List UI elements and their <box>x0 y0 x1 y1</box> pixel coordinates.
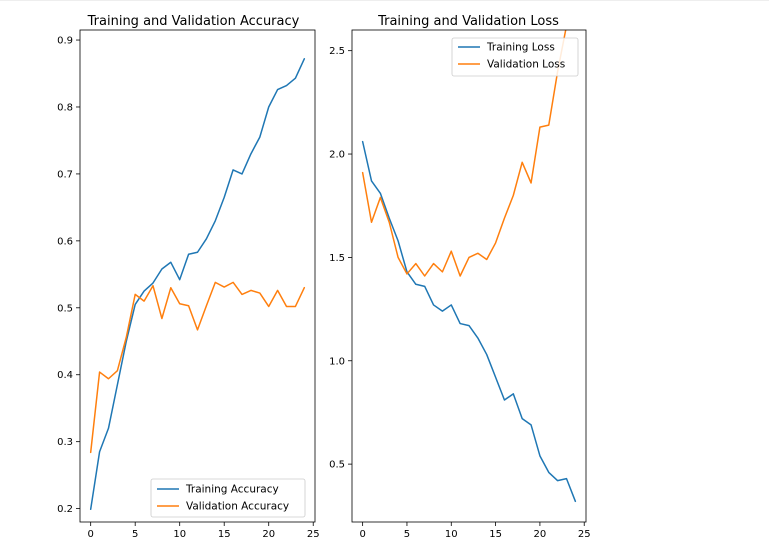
loss-axes: 0 5 10 15 20 25 0.5 1.0 1.5 2.0 2.5 <box>329 46 591 540</box>
loss-y-tick-label: 0.5 <box>329 460 345 471</box>
accuracy-plot-frame <box>79 29 316 523</box>
loss-x-tick-label: 10 <box>445 529 458 540</box>
accuracy-y-tick-label: 0.8 <box>57 102 73 113</box>
loss-x-tick-label: 5 <box>404 529 410 540</box>
accuracy-y-tick-label: 0.9 <box>57 36 73 47</box>
accuracy-lines <box>89 58 306 511</box>
accuracy-y-tick-label: 0.5 <box>57 303 73 314</box>
accuracy-x-tick-label: 0 <box>87 529 93 540</box>
accuracy-y-tick-label: 0.3 <box>57 437 73 448</box>
accuracy-x-tick-label: 20 <box>262 529 275 540</box>
accuracy-series-training-accuracy <box>89 58 306 511</box>
loss-y-tick-label: 2.5 <box>329 46 345 57</box>
loss-panel: Training and Validation Loss 0 5 10 15 20 250… <box>329 14 591 540</box>
loss-x-tick-label: 20 <box>534 529 547 540</box>
loss-legend-box <box>451 37 579 77</box>
loss-legend: Training Loss Validation Loss <box>451 37 579 77</box>
loss-y-tick-label: 1.0 <box>329 356 345 367</box>
loss-chart-title: Training and Validation Loss <box>377 14 559 29</box>
accuracy-chart-title: Training and Validation Accuracy <box>87 14 300 29</box>
accuracy-y-tick-label: 0.4 <box>57 370 73 381</box>
loss-x-tick-label: 25 <box>578 529 591 540</box>
accuracy-panel: Training and Validation Accuracy 0 5 10 15 2… <box>57 14 319 540</box>
accuracy-y-tick-label: 0.2 <box>57 504 73 515</box>
accuracy-legend-box <box>150 478 306 518</box>
accuracy-y-tick-label: 0.7 <box>57 169 73 180</box>
accuracy-series-validation-accuracy <box>89 281 306 454</box>
accuracy-x-tick-label: 15 <box>218 529 231 540</box>
loss-x-tick-label: 15 <box>489 529 502 540</box>
loss-x-tick-label: 0 <box>359 529 365 540</box>
accuracy-legend-label-validation: Validation Accuracy <box>186 501 289 513</box>
loss-legend-label-validation: Validation Loss <box>487 59 565 71</box>
loss-series-validation-loss <box>361 30 567 277</box>
accuracy-y-tick-label: 0.6 <box>57 236 73 247</box>
accuracy-x-tick-label: 25 <box>307 529 320 540</box>
loss-series-training-loss <box>361 140 577 503</box>
loss-lines <box>361 30 577 503</box>
accuracy-axes: 0 5 10 15 20 25 0.2 0.3 0.4 0.5 0.6 0.7 0.8 0.9 <box>57 36 319 540</box>
accuracy-legend-label-training: Training Accuracy <box>185 484 279 496</box>
loss-plot-frame <box>351 29 587 523</box>
accuracy-x-tick-label: 5 <box>132 529 138 540</box>
loss-y-tick-label: 1.5 <box>329 253 345 264</box>
accuracy-x-tick-label: 10 <box>173 529 186 540</box>
top-divider <box>0 0 769 1</box>
loss-legend-label-training: Training Loss <box>486 42 555 54</box>
accuracy-legend: Training Accuracy Validation Accuracy <box>150 478 306 518</box>
loss-y-tick-label: 2.0 <box>329 150 345 161</box>
